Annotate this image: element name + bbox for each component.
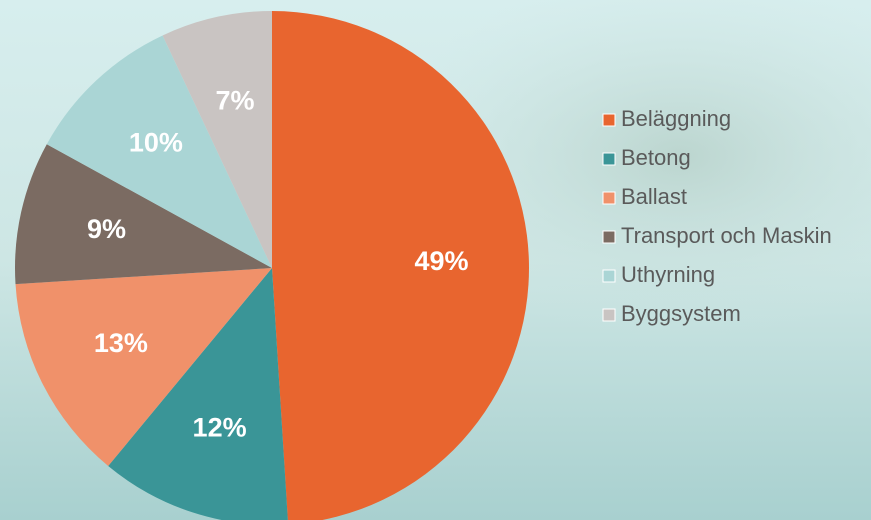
legend-swatch: [602, 191, 616, 205]
pie-slice: [108, 268, 288, 520]
value-label: 12%: [193, 412, 247, 442]
value-label: 7%: [215, 86, 254, 116]
legend-label: Byggsystem: [621, 301, 741, 326]
pie: 49% 12% 13% 9% 10% 7%: [14, 10, 529, 520]
legend-label: Uthyrning: [621, 262, 715, 287]
legend-swatch: [602, 152, 616, 166]
legend-swatch: [602, 269, 616, 283]
legend-swatch: [602, 308, 616, 322]
value-label: 13%: [94, 328, 148, 358]
pie-slice: [46, 35, 272, 269]
value-label: 9%: [87, 214, 126, 244]
value-label: 49%: [415, 246, 469, 276]
value-label: 10%: [129, 127, 183, 157]
pie-slice: [162, 10, 272, 268]
legend-label: Transport och Maskin: [621, 223, 832, 248]
legend-label: Beläggning: [621, 106, 731, 131]
pie-slice: [14, 144, 272, 285]
legend-label: Betong: [621, 145, 691, 170]
legend-label: Ballast: [621, 184, 687, 209]
legend: Beläggning Betong Ballast Transport och Mas…: [602, 106, 832, 326]
pie-slice: [272, 11, 529, 520]
pie-slice: [15, 268, 272, 467]
legend-swatch: [602, 113, 616, 127]
legend-swatch: [602, 230, 616, 244]
